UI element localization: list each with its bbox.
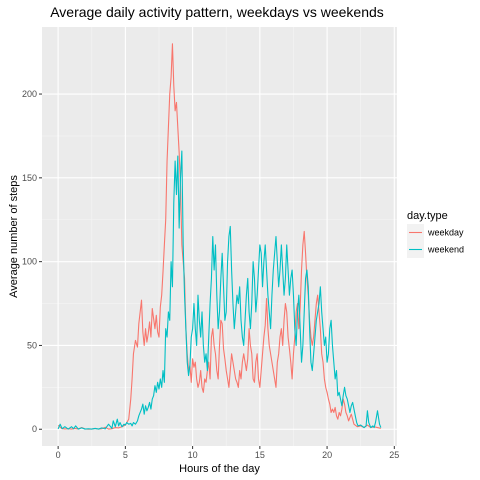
plot-panel (42, 27, 397, 446)
legend: day.type weekday weekend (407, 210, 464, 258)
x-tick-label: 0 (56, 450, 61, 460)
legend-label-weekend: weekend (427, 245, 464, 255)
y-tick-label: 200 (22, 89, 37, 99)
x-tick-label: 5 (123, 450, 128, 460)
chart-title: Average daily activity pattern, weekdays… (50, 4, 384, 20)
y-tick-label: 50 (27, 340, 37, 350)
series-lines (57, 43, 382, 430)
series-line-weekend (57, 150, 382, 430)
y-tick-label: 150 (22, 173, 37, 183)
legend-label-weekday: weekday (427, 228, 464, 238)
y-axis: 0 50 100 150 200 (22, 89, 42, 434)
plot-background (42, 27, 397, 446)
y-tick-label: 100 (22, 257, 37, 267)
x-tick-label: 20 (322, 450, 332, 460)
legend-title: day.type (407, 210, 448, 222)
x-tick-label: 15 (255, 450, 265, 460)
series-line-weekday (57, 43, 381, 430)
x-axis: 0 5 10 15 20 25 (56, 446, 399, 460)
y-tick-label: 0 (32, 424, 37, 434)
x-tick-label: 10 (188, 450, 198, 460)
x-tick-label: 25 (389, 450, 399, 460)
minor-gridlines (42, 27, 397, 446)
y-axis-title: Average number of steps (8, 175, 20, 298)
x-axis-title: Hours of the day (179, 463, 260, 475)
legend-keys: weekday weekend (407, 224, 464, 258)
